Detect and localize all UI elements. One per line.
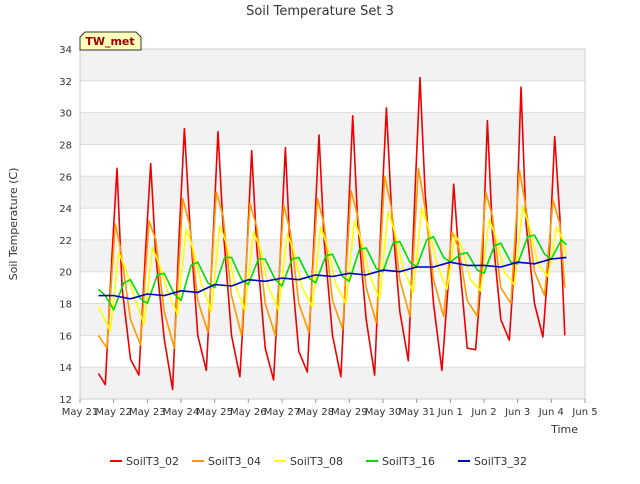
y-axis-label: Soil Temperature (C) — [7, 168, 20, 281]
x-tick-label: May 30 — [365, 407, 402, 418]
plot-band — [80, 112, 585, 145]
annotation-badge — [79, 31, 142, 51]
plot-band — [80, 80, 585, 113]
legend: SoilT3_02 SoilT3_04 SoilT3_08 SoilT3_16 Soil… — [110, 455, 527, 468]
x-tick-label: May 29 — [331, 407, 368, 418]
series-line-soilt3-16 — [97, 234, 568, 311]
x-tick-label: May 26 — [230, 407, 267, 418]
x-tick-label: May 28 — [297, 407, 334, 418]
y-tick-label: 26 — [59, 172, 72, 183]
x-tick-label: May 25 — [196, 407, 233, 418]
y-axis-ticks: 12 14 16 18 20 22 24 26 28 30 32 34 — [59, 45, 72, 406]
plot-band — [80, 49, 585, 81]
y-tick-label: 16 — [59, 331, 72, 342]
plot-band — [80, 176, 585, 209]
plot-background — [80, 49, 585, 399]
plot-frame — [79, 48, 586, 400]
x-tick-label: May 31 — [398, 407, 435, 418]
x-tick-label: Jun 4 — [538, 407, 564, 418]
legend-label: SoilT3_32 — [474, 455, 527, 468]
x-tick-label: May 21 — [62, 407, 99, 418]
chart-title: Soil Temperature Set 3 — [246, 4, 394, 19]
series-line-soilt3-04 — [97, 167, 566, 349]
x-tick-label: May 23 — [129, 407, 166, 418]
y-tick-label: 24 — [59, 204, 72, 215]
y-tick-label: 22 — [59, 236, 72, 247]
annotation-box: TW_met — [79, 31, 142, 51]
series-line-soilt3-02 — [97, 76, 566, 391]
y-tick-label: 14 — [59, 363, 72, 374]
x-tick-label: Jun 2 — [470, 407, 496, 418]
legend-label: SoilT3_16 — [382, 455, 435, 468]
y-tick-label: 28 — [59, 140, 72, 151]
plot-band — [80, 367, 585, 399]
x-tick-label: Jun 3 — [504, 407, 530, 418]
legend-label: SoilT3_02 — [126, 455, 179, 468]
x-tick-label: May 24 — [163, 407, 200, 418]
y-tick-label: 30 — [59, 109, 72, 120]
y-tick-label: 18 — [59, 300, 72, 311]
y-tick-label: 12 — [59, 395, 72, 406]
x-tick-label: Jun 5 — [571, 407, 597, 418]
series-line-soilt3-08 — [97, 205, 568, 332]
x-axis-label: Time — [550, 423, 578, 436]
x-tick-label: Jun 1 — [437, 407, 463, 418]
annotation-label: TW_met — [85, 35, 134, 48]
y-tick-label: 32 — [59, 77, 72, 88]
x-tick-label: May 22 — [95, 407, 132, 418]
plot-band — [80, 208, 585, 240]
legend-label: SoilT3_08 — [290, 455, 343, 468]
y-tick-label: 20 — [59, 268, 72, 279]
legend-label: SoilT3_04 — [208, 455, 261, 468]
y-tick-label: 34 — [59, 45, 72, 56]
series-lines — [97, 76, 568, 391]
series-line-soilt3-32 — [98, 256, 567, 300]
x-tick-label: May 27 — [264, 407, 301, 418]
plot-band — [80, 144, 585, 177]
